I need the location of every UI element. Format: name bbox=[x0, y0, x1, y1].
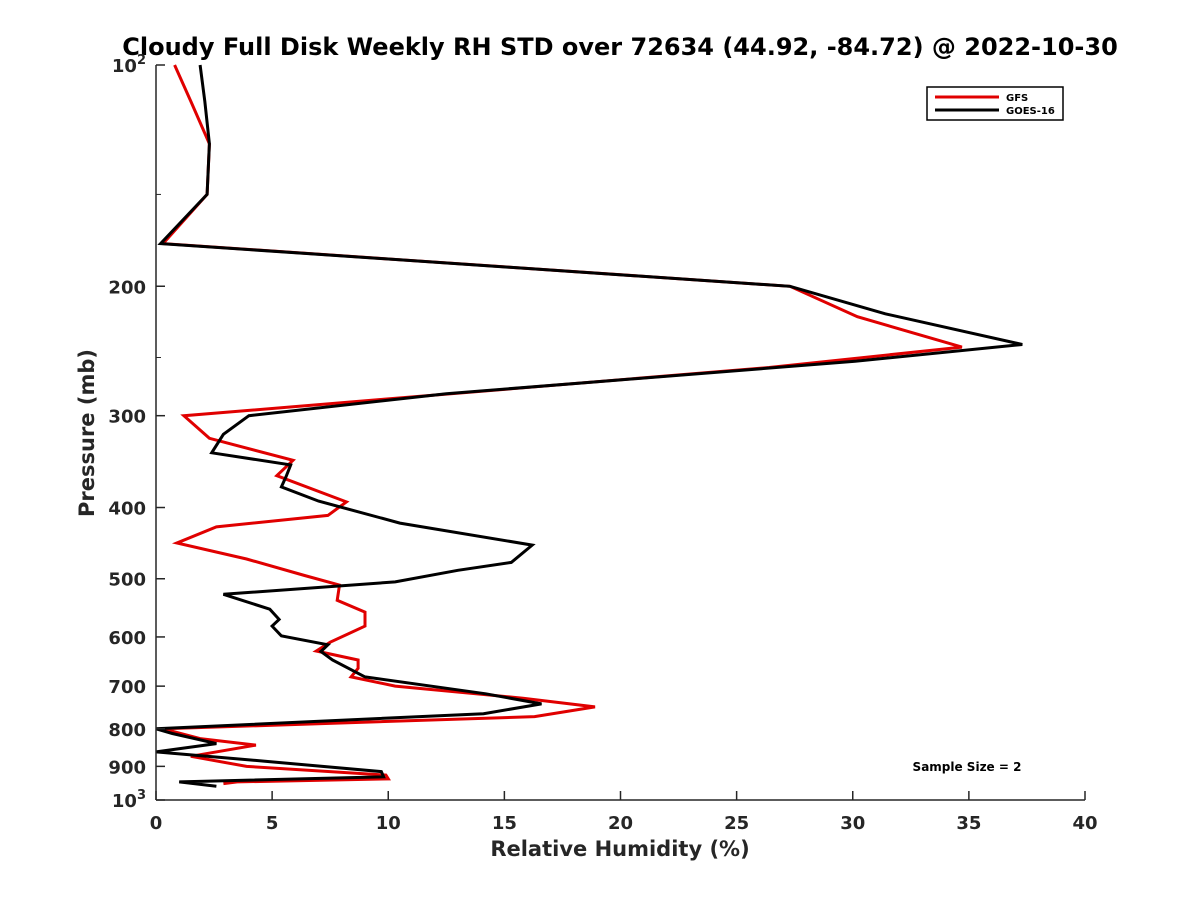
legend-label: GOES-16 bbox=[1006, 106, 1055, 117]
x-tick-label: 20 bbox=[608, 813, 633, 834]
x-tick-label: 15 bbox=[492, 813, 517, 834]
y-tick-label: 800 bbox=[108, 720, 146, 741]
x-tick-label: 25 bbox=[724, 813, 749, 834]
x-tick-label: 5 bbox=[266, 813, 279, 834]
y-axis-ticks: 102 200 300 400 500 600 700 800 900 103 bbox=[108, 53, 165, 812]
chart-title: Cloudy Full Disk Weekly RH STD over 7263… bbox=[122, 33, 1118, 61]
plot-series bbox=[155, 64, 1023, 788]
x-tick-label: 0 bbox=[150, 813, 163, 834]
x-tick-label: 10 bbox=[376, 813, 401, 834]
series-line-goes-16 bbox=[155, 64, 1023, 788]
legend: GFS GOES-16 bbox=[926, 86, 1064, 121]
axes bbox=[155, 65, 1085, 801]
y-tick-label: 200 bbox=[108, 277, 146, 298]
x-tick-label: 35 bbox=[956, 813, 981, 834]
series-line-gfs bbox=[159, 64, 963, 786]
y-tick-label: 600 bbox=[108, 628, 146, 649]
y-tick-label: 900 bbox=[108, 757, 146, 778]
y-tick-label: 102 bbox=[112, 53, 146, 77]
y-axis-label: Pressure (mb) bbox=[75, 349, 99, 517]
legend-label: GFS bbox=[1006, 93, 1028, 104]
y-tick-label: 500 bbox=[108, 570, 146, 591]
y-tick-label: 400 bbox=[108, 499, 146, 520]
x-tick-label: 30 bbox=[840, 813, 865, 834]
y-tick-label: 700 bbox=[108, 677, 146, 698]
y-tick-label: 103 bbox=[112, 788, 146, 812]
x-axis-ticks: 0 5 10 15 20 25 30 35 40 bbox=[150, 791, 1098, 834]
x-tick-label: 40 bbox=[1072, 813, 1097, 834]
sample-size-annotation: Sample Size = 2 bbox=[913, 760, 1022, 774]
legend-box bbox=[926, 86, 1064, 121]
x-axis-label: Relative Humidity (%) bbox=[490, 837, 749, 861]
y-tick-label: 300 bbox=[108, 407, 146, 428]
